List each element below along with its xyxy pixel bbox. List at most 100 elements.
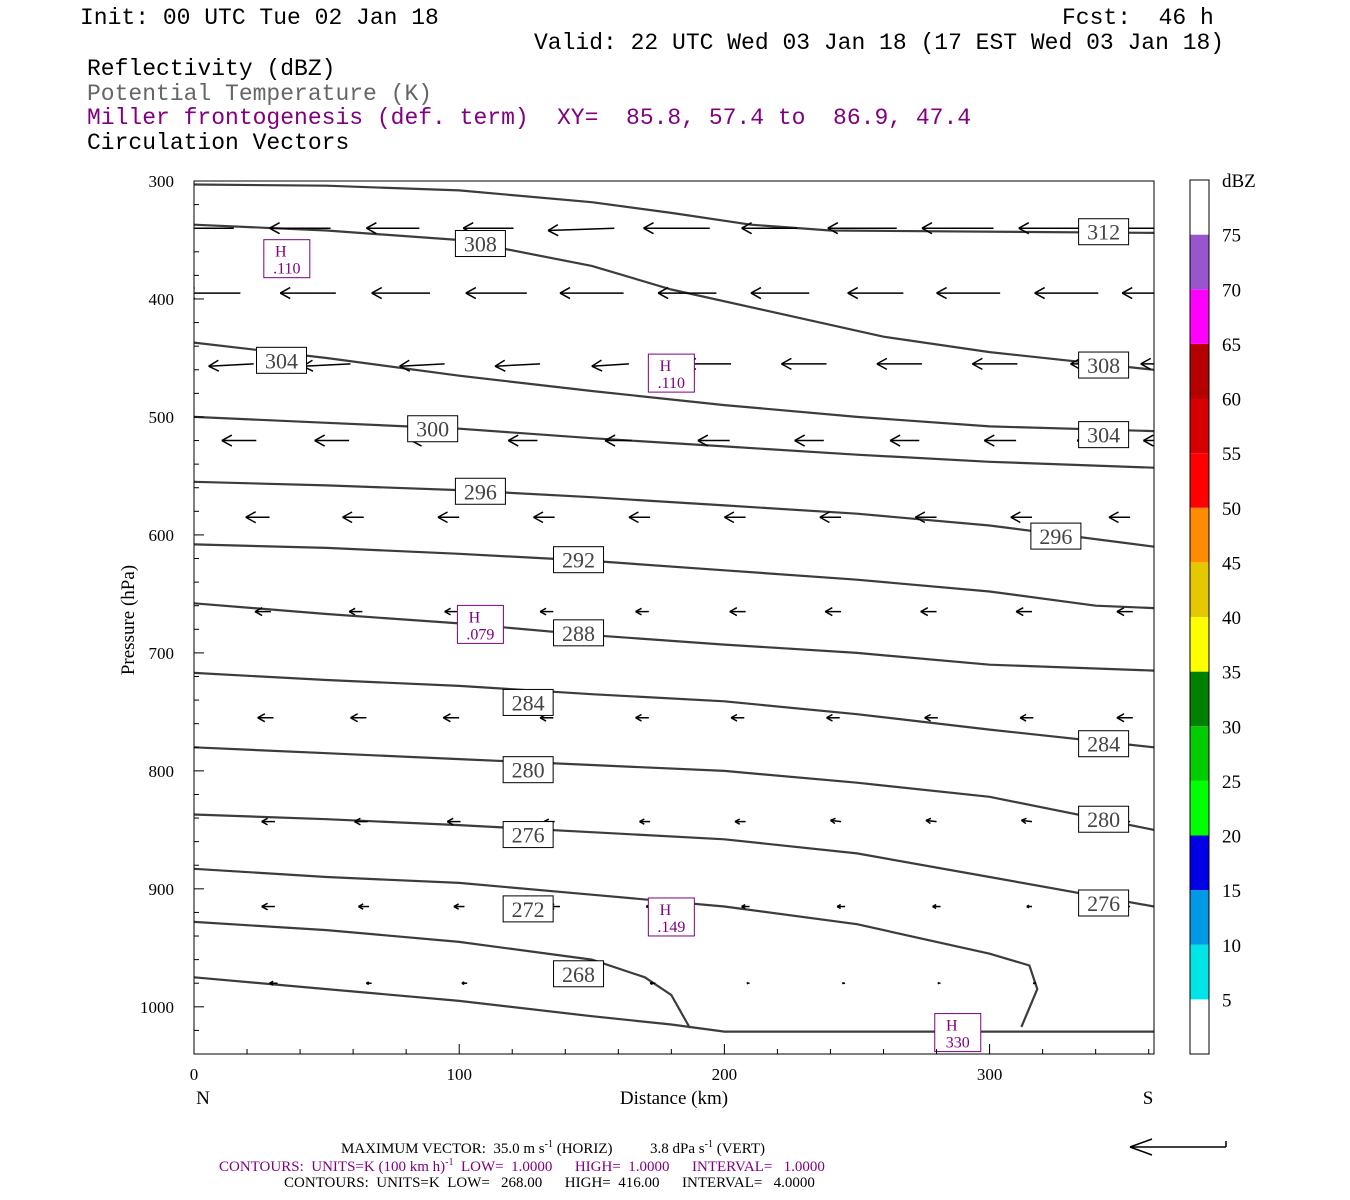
colorbar-tick-label: 55: [1222, 444, 1241, 465]
colorbar-tick-label: 30: [1222, 717, 1241, 738]
circulation-vector: [750, 286, 810, 300]
circulation-vector: [269, 980, 278, 986]
colorbar-band: [1190, 671, 1209, 727]
circulation-vector: [924, 713, 938, 722]
circulation-vector: [781, 357, 827, 371]
svg-text:276: 276: [512, 823, 545, 848]
circulation-vector: [1143, 434, 1154, 447]
circulation-vector: [1034, 286, 1099, 300]
svg-text:330: 330: [946, 1035, 970, 1052]
circulation-vector: [932, 903, 941, 910]
circulation-vector: [314, 434, 350, 447]
contour-label: 312: [1078, 218, 1130, 246]
colorbar-band: [1190, 835, 1209, 891]
circulation-vector: [354, 817, 368, 826]
colorbar-band: [1190, 890, 1209, 945]
circulation-vector: [465, 286, 527, 300]
circulation-vector: [1020, 817, 1033, 825]
svg-text:296: 296: [464, 479, 497, 504]
contour-label: 280: [1078, 805, 1130, 833]
circulation-vector: [261, 902, 275, 911]
cross-section-endpoints: XY= 85.8, 57.4 to 86.9, 47.4: [557, 105, 972, 131]
north-end-label: N: [196, 1088, 210, 1109]
contour-label: 284: [1078, 730, 1130, 758]
colorbar-tick-label: 75: [1222, 226, 1241, 247]
contour-label: 296: [454, 477, 506, 505]
circulation-vector: [920, 607, 937, 617]
colorbar-tick-label: 50: [1222, 499, 1241, 520]
contour-label: 276: [1078, 889, 1130, 917]
isentrope-272: [194, 920, 691, 1029]
svg-text:.110: .110: [273, 261, 300, 278]
init-time: Init: 00 UTC Tue 02 Jan 18: [80, 5, 439, 31]
south-end-label: S: [1143, 1088, 1154, 1109]
circulation-vector: [889, 434, 920, 447]
circulation-vector: [1019, 713, 1034, 722]
svg-text:H: H: [946, 1018, 958, 1035]
y-tick-label: 700: [149, 644, 175, 663]
svg-text:272: 272: [512, 897, 545, 922]
colorbar-band: [1190, 562, 1209, 617]
svg-text:276: 276: [1087, 891, 1120, 916]
valid-time: Valid: 22 UTC Wed 03 Jan 18 (17 EST Wed …: [534, 30, 1225, 56]
circulation-vector: [830, 817, 842, 825]
isentrope-276: [194, 867, 1039, 1028]
colorbar-band: [1190, 453, 1209, 508]
contours-theta-note: CONTOURS: UNITS=K LOW= 268.00 HIGH= 416.…: [284, 1175, 815, 1191]
colorbar-band: [1190, 726, 1209, 781]
circulation-vector: [842, 981, 846, 985]
x-tick-label: 100: [446, 1065, 472, 1084]
circulation-vector: [1121, 286, 1154, 300]
svg-text:H: H: [660, 902, 672, 919]
svg-text:296: 296: [1039, 524, 1072, 549]
circulation-vector: [221, 434, 257, 447]
circulation-vector: [936, 286, 1001, 300]
contour-label: 272: [502, 895, 554, 923]
circulation-vector: [604, 434, 632, 447]
contour-label: 296: [1030, 522, 1082, 550]
svg-text:292: 292: [562, 548, 595, 573]
colorbar-band: [1190, 289, 1209, 344]
contour-label: 280: [502, 756, 554, 784]
circulation-vector: [847, 286, 904, 300]
contour-label: 308: [1078, 351, 1130, 379]
svg-text:304: 304: [1087, 423, 1120, 448]
circulation-vector: [876, 357, 922, 371]
circulation-vector: [794, 434, 824, 447]
colorbar-band: [1190, 180, 1209, 235]
svg-text:304: 304: [265, 348, 298, 373]
circulation-vector: [983, 434, 1017, 447]
circulation-vector: [1108, 511, 1131, 524]
circulation-vector: [539, 607, 554, 616]
svg-text:288: 288: [562, 621, 595, 646]
circulation-vector: [697, 434, 730, 447]
svg-text:284: 284: [1087, 732, 1120, 757]
svg-text:H: H: [469, 609, 481, 626]
y-tick-label: 900: [149, 880, 175, 899]
contour-label: 292: [553, 546, 605, 574]
circulation-vector: [1116, 713, 1133, 723]
isentrope-280: [194, 813, 1154, 908]
colorbar-tick-label: 25: [1222, 772, 1241, 793]
circulation-vector: [261, 817, 275, 826]
circulation-vector: [446, 817, 461, 826]
contours-frontogenesis-note: CONTOURS: UNITS=K (100 km h)-1 LOW= 1.00…: [219, 1157, 825, 1175]
circulation-vector: [1018, 222, 1088, 235]
svg-text:H: H: [660, 358, 672, 375]
circulation-vector: [741, 903, 750, 910]
circulation-vector: [453, 903, 465, 910]
y-tick-label: 400: [149, 290, 175, 309]
colorbar-tick-label: 15: [1222, 881, 1241, 902]
circulation-vector: [208, 359, 254, 372]
colorbar-band: [1190, 617, 1209, 672]
circulation-vector: [643, 222, 710, 235]
circulation-vector: [444, 607, 458, 616]
colorbar-tick-label: 60: [1222, 390, 1241, 411]
circulation-vector: [254, 607, 271, 617]
circulation-vector: [657, 286, 717, 300]
y-tick-label: 1000: [140, 998, 174, 1017]
circulation-vector: [1015, 607, 1033, 617]
colorbar-tick-label: 5: [1222, 990, 1232, 1011]
